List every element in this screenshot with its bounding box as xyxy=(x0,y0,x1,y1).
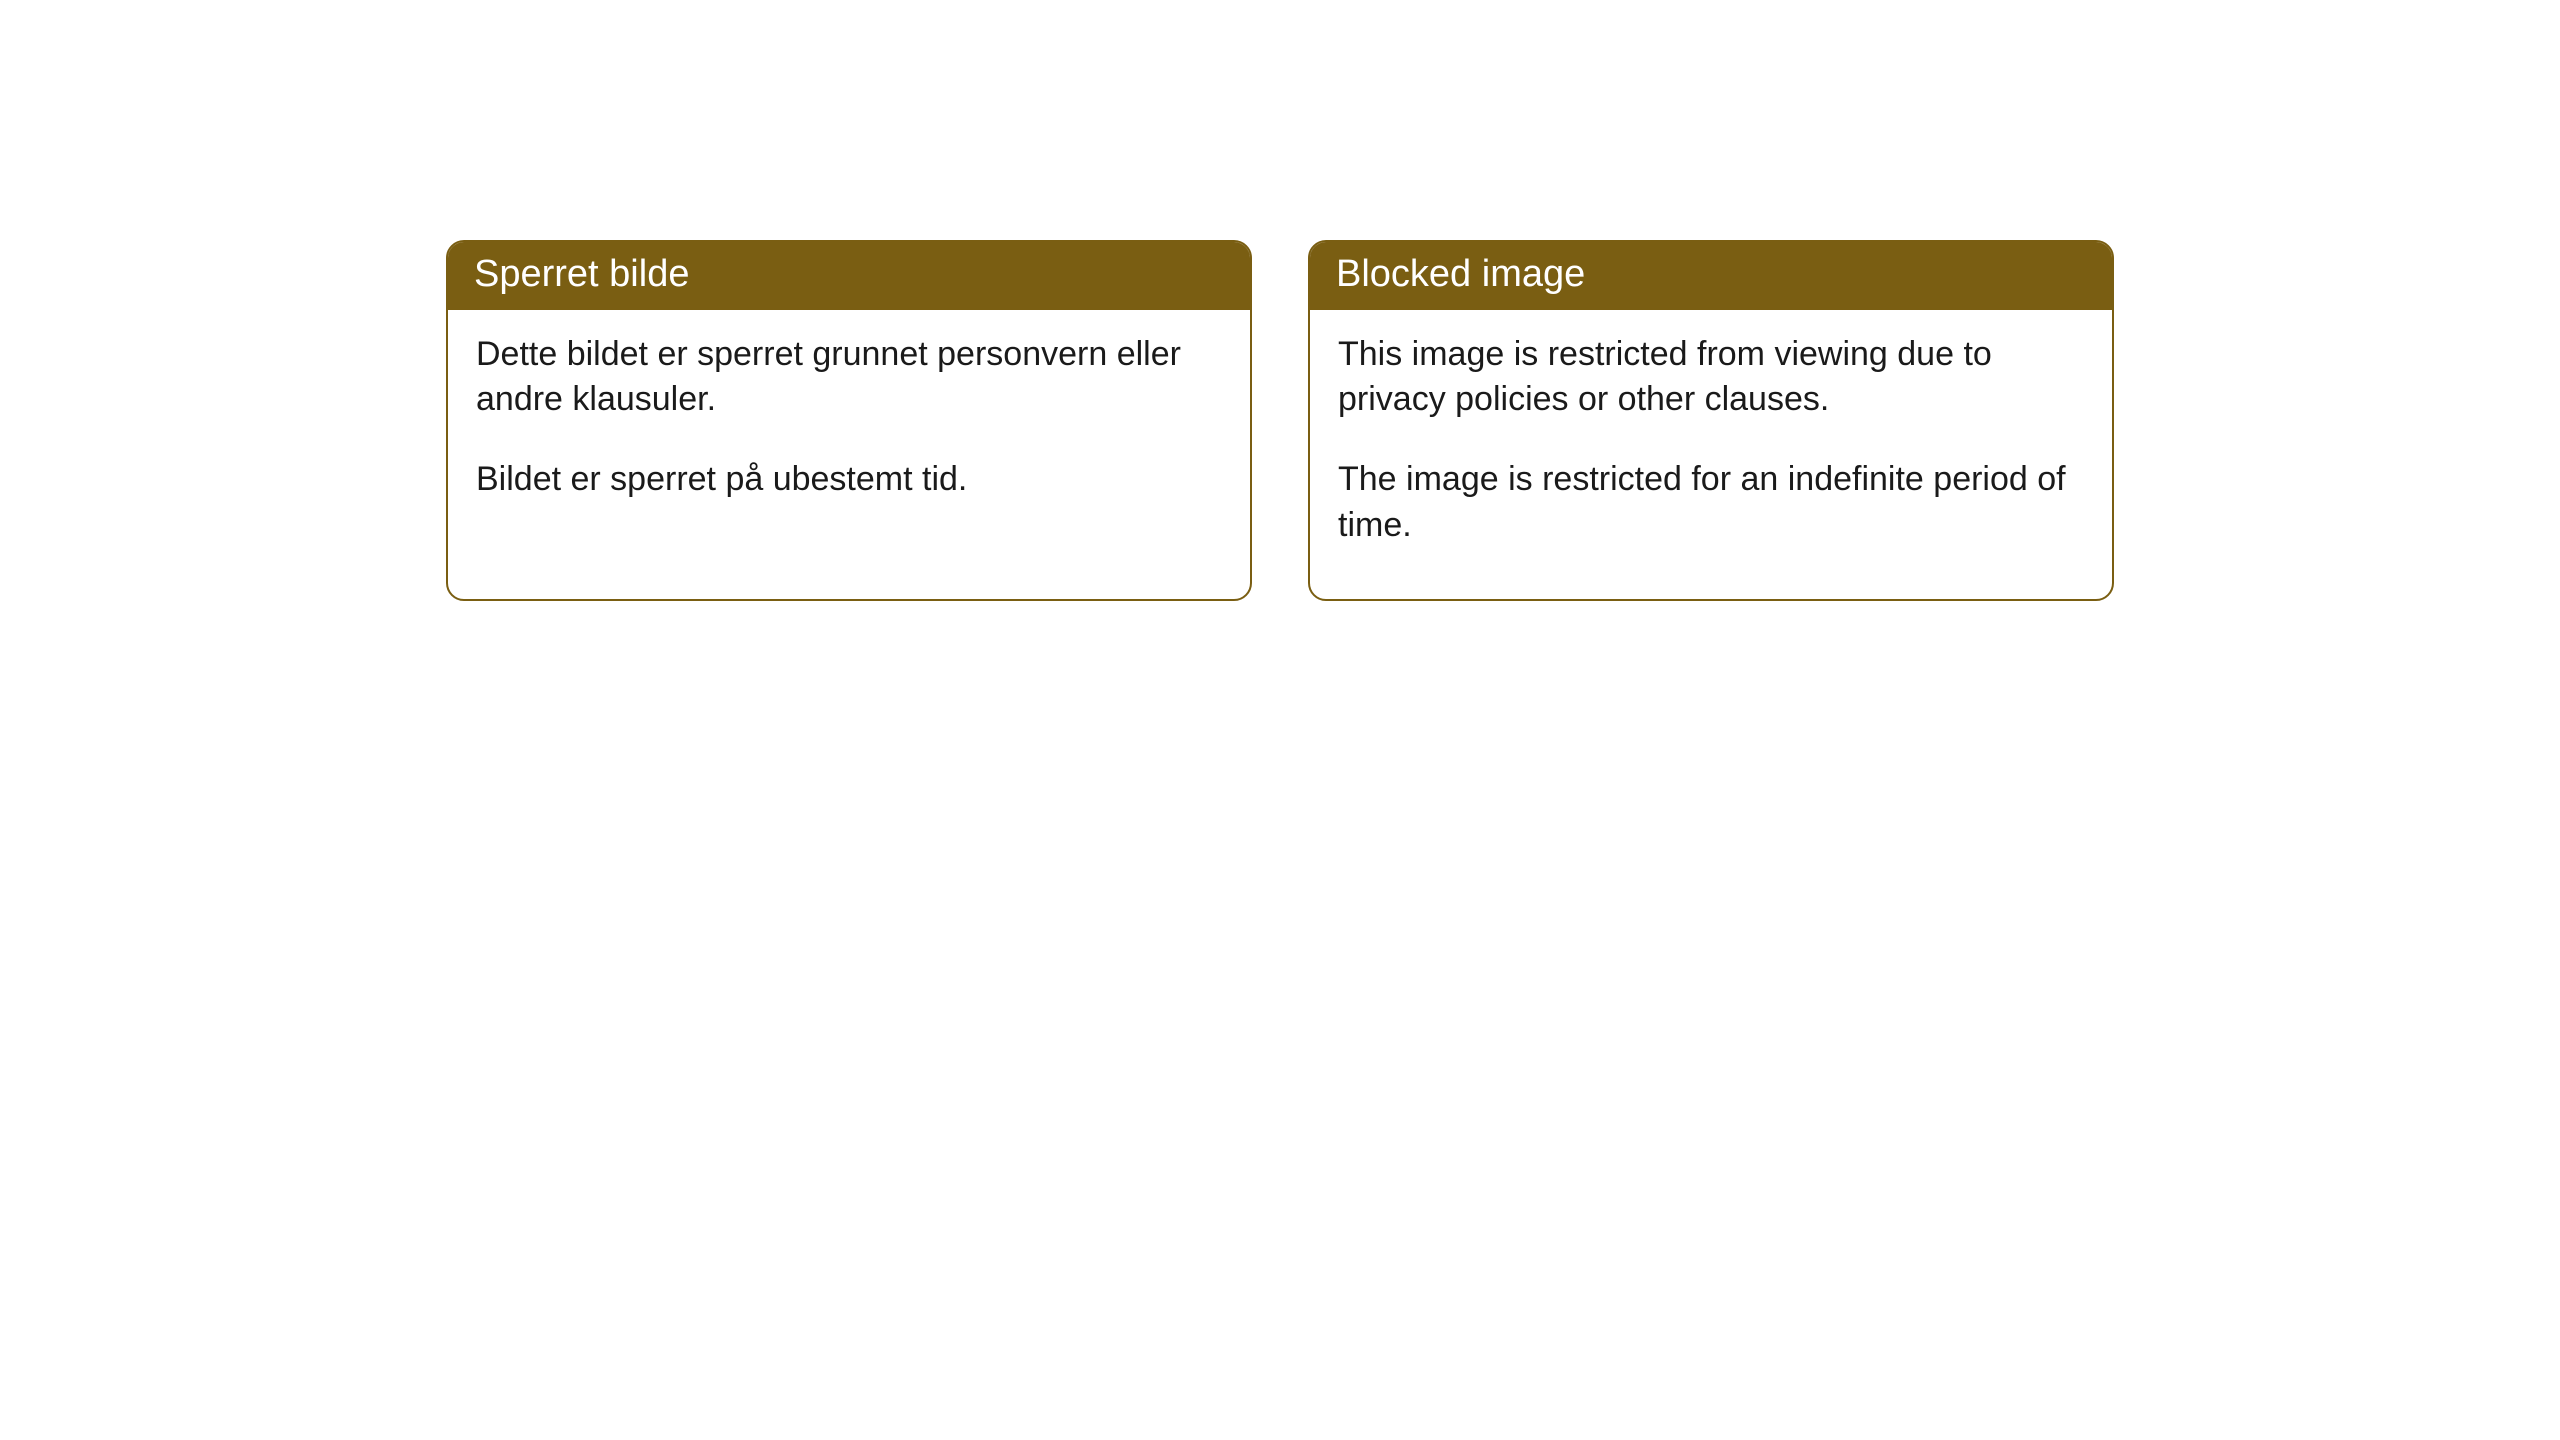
card-body: Dette bildet er sperret grunnet personve… xyxy=(448,310,1250,554)
card-paragraph-1: This image is restricted from viewing du… xyxy=(1338,332,2084,424)
blocked-image-card-english: Blocked image This image is restricted f… xyxy=(1308,240,2114,601)
card-body: This image is restricted from viewing du… xyxy=(1310,310,2112,600)
card-paragraph-2: Bildet er sperret på ubestemt tid. xyxy=(476,457,1222,503)
blocked-image-card-norwegian: Sperret bilde Dette bildet er sperret gr… xyxy=(446,240,1252,601)
message-cards-container: Sperret bilde Dette bildet er sperret gr… xyxy=(446,240,2114,601)
card-header: Blocked image xyxy=(1310,242,2112,310)
card-title: Sperret bilde xyxy=(474,253,689,295)
card-paragraph-1: Dette bildet er sperret grunnet personve… xyxy=(476,332,1222,424)
card-title: Blocked image xyxy=(1336,253,1585,295)
card-paragraph-2: The image is restricted for an indefinit… xyxy=(1338,457,2084,549)
card-header: Sperret bilde xyxy=(448,242,1250,310)
